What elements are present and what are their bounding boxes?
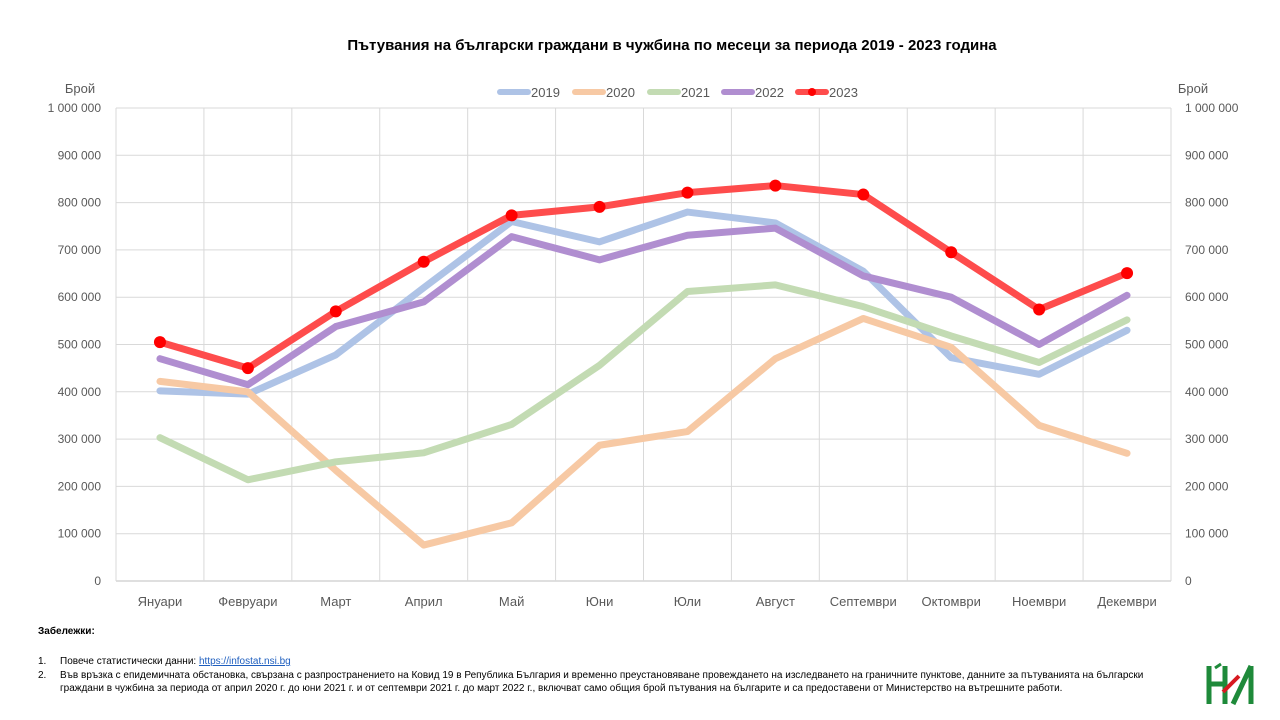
note-item-2: 2. Във връзка с епидемичната обстановка,… <box>38 669 1158 695</box>
x-tick-label: Октомври <box>922 594 981 609</box>
y-tick-label-left: 600 000 <box>58 290 102 304</box>
notes: Забележки: 1. Повече статистически данни… <box>38 626 1158 696</box>
chart-title: Пътувания на български граждани в чужбин… <box>347 37 997 54</box>
legend: 2019 2020 2021 2022 2023 <box>497 85 858 100</box>
left-axis-label: Брой <box>65 81 95 96</box>
x-tick-label: Юни <box>586 594 614 609</box>
x-tick-label: Май <box>499 594 524 609</box>
legend-label: 2022 <box>755 85 784 100</box>
y-tick-label-right: 800 000 <box>1185 196 1229 210</box>
y-tick-label-left: 500 000 <box>58 338 102 352</box>
line-chart: Пътувания на български граждани в чужбин… <box>48 37 1239 609</box>
infostat-link[interactable]: https://infostat.nsi.bg <box>198 656 291 667</box>
y-tick-label-right: 0 <box>1185 574 1192 588</box>
data-point-2023 <box>1033 303 1046 316</box>
data-point-2023 <box>769 179 782 192</box>
note-text: Повече статистически данни: <box>60 656 199 667</box>
data-point-2023 <box>505 209 518 222</box>
x-tick-label: Април <box>405 594 443 609</box>
y-tick-label-left: 900 000 <box>58 148 102 162</box>
right-axis-label: Брой <box>1178 81 1208 96</box>
data-point-2023 <box>681 186 694 199</box>
data-point-2023 <box>329 305 342 318</box>
right-y-axis-ticks: 0 100 000 200 000 300 000 400 000 500 000 600 … <box>1185 101 1239 588</box>
notes-title: Забележки: <box>38 626 95 637</box>
series-line-2020 <box>156 314 1131 549</box>
x-tick-label: Декември <box>1097 594 1156 609</box>
x-tick-label: Януари <box>138 594 183 609</box>
legend-label: 2020 <box>606 85 635 100</box>
y-tick-label-left: 800 000 <box>58 196 102 210</box>
y-tick-label-right: 1 000 000 <box>1185 101 1239 115</box>
x-tick-label: Юли <box>674 594 701 609</box>
legend-label: 2019 <box>531 85 560 100</box>
y-tick-label-right: 400 000 <box>1185 385 1229 399</box>
y-tick-label-left: 400 000 <box>58 385 102 399</box>
x-tick-label: Септември <box>830 594 897 609</box>
note-number: 1. <box>38 656 47 667</box>
legend-label: 2023 <box>829 85 858 100</box>
x-tick-label: Март <box>320 594 351 609</box>
series-line-2021 <box>156 281 1131 484</box>
y-tick-label-right: 500 000 <box>1185 338 1229 352</box>
y-tick-label-right: 900 000 <box>1185 148 1229 162</box>
legend-marker-2023 <box>808 88 816 96</box>
data-point-2023 <box>417 255 430 268</box>
left-y-axis-ticks: 0 100 000 200 000 300 000 400 000 500 000 600 … <box>48 101 102 588</box>
series-lines <box>153 179 1134 549</box>
y-tick-label-left: 100 000 <box>58 527 102 541</box>
data-point-2023 <box>1121 267 1134 280</box>
x-axis-ticks: Януари Февруари Март Април Май Юни Юли Август Се… <box>138 594 1157 609</box>
y-tick-label-left: 1 000 000 <box>48 101 102 115</box>
data-point-2023 <box>153 336 166 349</box>
data-point-2023 <box>241 362 254 375</box>
data-point-2023 <box>857 188 870 201</box>
y-tick-label-right: 300 000 <box>1185 432 1229 446</box>
y-tick-label-right: 700 000 <box>1185 243 1229 257</box>
y-tick-label-left: 0 <box>94 574 101 588</box>
series-line-2023 <box>156 182 1131 372</box>
nsi-logo-icon <box>1206 662 1254 706</box>
y-tick-label-right: 100 000 <box>1185 527 1229 541</box>
x-tick-label: Ноември <box>1012 594 1066 609</box>
gridlines <box>115 107 1172 582</box>
note-item-1: 1. Повече статистически данни: https://i… <box>38 655 1158 668</box>
data-point-2023 <box>593 200 606 213</box>
y-tick-label-left: 300 000 <box>58 432 102 446</box>
x-tick-label: Февруари <box>218 594 277 609</box>
y-tick-label-right: 200 000 <box>1185 479 1229 493</box>
x-tick-label: Август <box>756 594 795 609</box>
series-line-2022 <box>156 224 1131 389</box>
note-text: Във връзка с епидемичната обстановка, св… <box>60 670 1144 694</box>
data-point-2023 <box>945 246 958 259</box>
y-tick-label-right: 600 000 <box>1185 290 1229 304</box>
legend-label: 2021 <box>681 85 710 100</box>
y-tick-label-left: 200 000 <box>58 479 102 493</box>
note-number: 2. <box>38 670 47 681</box>
y-tick-label-left: 700 000 <box>58 243 102 257</box>
